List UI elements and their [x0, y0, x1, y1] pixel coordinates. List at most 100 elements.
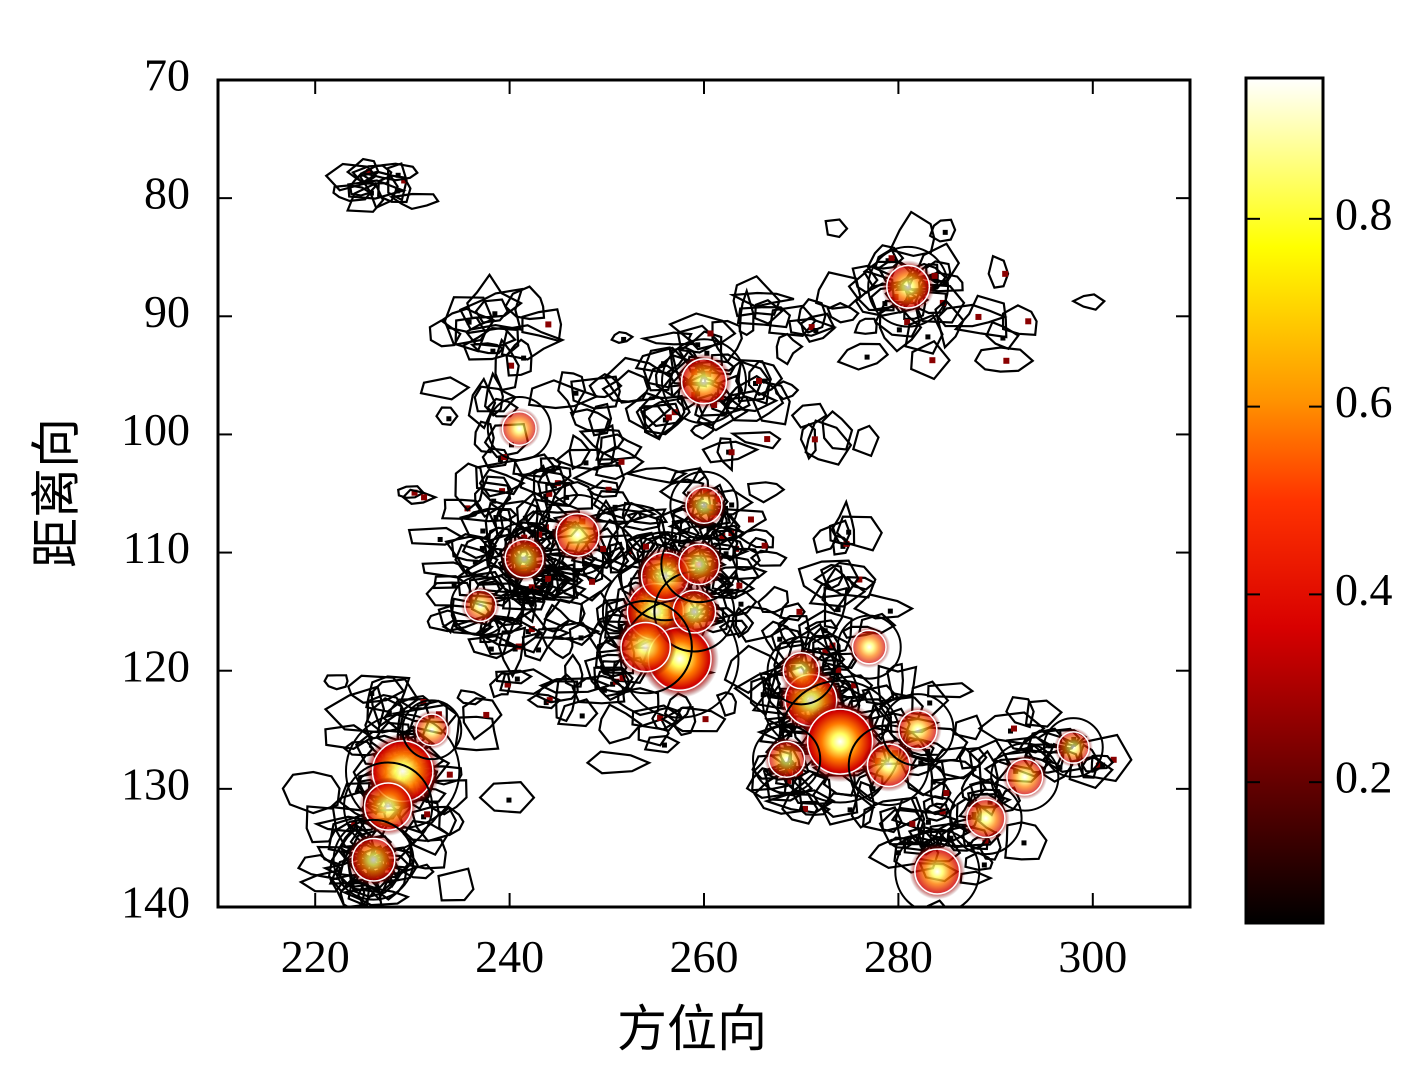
contour-speckle	[797, 559, 860, 599]
heat-peak	[460, 586, 501, 626]
contour-speckle	[351, 164, 393, 185]
peak-contour	[1042, 717, 1104, 778]
contour-speckle	[800, 312, 836, 343]
contour-speckle	[987, 254, 1010, 289]
contour-speckle	[521, 308, 563, 343]
contour-speckle	[323, 674, 349, 691]
contour-speckle	[723, 389, 779, 413]
heat-pixel	[939, 808, 946, 815]
contour-speckle	[835, 515, 883, 552]
heat-pixel	[573, 390, 579, 396]
contour-speckle	[852, 593, 915, 620]
contour-speckle	[517, 464, 572, 486]
heat-pixel	[401, 177, 408, 184]
peak-contour	[990, 742, 1060, 812]
contour-speckle	[347, 179, 407, 200]
peak-contour	[486, 396, 552, 462]
contour-speckle	[814, 271, 862, 310]
contour-speckle	[458, 287, 524, 331]
contour-speckle	[569, 408, 611, 434]
contour-speckle	[345, 182, 385, 213]
peak-contour-inner	[680, 358, 728, 405]
heat-pixel	[738, 601, 744, 607]
contour-speckle	[753, 298, 784, 325]
heat-pixel	[542, 578, 548, 584]
heat-pixel	[777, 636, 783, 642]
heat-pixel	[610, 681, 616, 687]
peak-contour	[766, 636, 836, 706]
contour-speckle	[746, 481, 786, 504]
contour-speckle	[552, 480, 594, 511]
heat-pixel	[479, 545, 485, 551]
peak-contour	[847, 724, 930, 807]
heat-peak	[894, 705, 942, 754]
x-tick-label: 220	[281, 931, 350, 982]
peak-contour	[661, 338, 747, 425]
heat-pixel	[704, 350, 710, 356]
heat-pixel	[601, 687, 607, 693]
contour-speckle	[475, 617, 544, 649]
peak-contour-inner	[1006, 758, 1044, 796]
heat-pixel	[728, 449, 735, 456]
heat-pixel	[931, 272, 938, 279]
heat-pixel	[536, 647, 542, 653]
peak-contour-inner	[678, 543, 721, 586]
contour-speckle	[625, 508, 669, 525]
heat-pixel	[497, 457, 503, 463]
heat-pixel	[594, 564, 600, 570]
contour-speckle	[1005, 695, 1035, 729]
colorbar	[1244, 76, 1325, 925]
contour-speckle	[729, 431, 782, 450]
heat-pixel	[847, 807, 853, 813]
peak-contour-inner	[351, 837, 396, 882]
heat-pixel	[796, 608, 803, 615]
colorbar-tick-label: 0.2	[1335, 752, 1393, 803]
heat-peak	[962, 794, 1010, 843]
contour-speckle	[756, 585, 790, 614]
contour-speckle	[779, 602, 806, 622]
peak-contour	[867, 245, 950, 328]
contour-speckle	[340, 886, 411, 907]
contour-speckle	[497, 626, 527, 679]
contour-speckle	[512, 453, 557, 478]
heat-pixel	[835, 667, 842, 674]
contour-speckle	[467, 376, 497, 430]
contour-speckle	[929, 779, 952, 810]
heat-pixel	[600, 545, 607, 552]
x-axis-title: 方位向	[617, 1000, 767, 1058]
heat-pixel	[925, 819, 931, 825]
heat-pixel	[480, 528, 486, 534]
contour-speckle	[401, 488, 439, 505]
heat-peak	[551, 508, 605, 562]
contour-speckle	[349, 172, 377, 197]
contour-speckle	[534, 679, 579, 704]
contour-speckle	[936, 303, 1008, 328]
contour-speckle	[1070, 293, 1107, 311]
contour-speckle	[968, 738, 1012, 786]
contour-speckle	[1001, 304, 1038, 336]
heat-pixel	[1057, 764, 1063, 770]
contour-speckle	[454, 316, 487, 353]
heat-pixel	[411, 489, 418, 496]
heat-peak	[1053, 727, 1093, 768]
heat-pixel	[446, 771, 453, 778]
heat-pixel	[948, 835, 954, 841]
contour-speckle	[365, 675, 411, 713]
contour-speckle	[904, 313, 944, 355]
contour-speckle	[382, 918, 405, 952]
contour-speckle	[667, 312, 737, 351]
heat-pixel	[1021, 840, 1027, 846]
peak-contour-inner	[501, 410, 537, 447]
heat-peak	[778, 648, 824, 694]
contour-speckle	[504, 285, 546, 321]
peak-contour-inner	[464, 589, 497, 623]
contour-speckle	[749, 549, 788, 567]
heat-pixel	[927, 700, 933, 706]
heat-peak	[346, 833, 401, 887]
heat-pixel	[1003, 357, 1010, 364]
heat-pixel	[761, 542, 768, 549]
heatmap-layer	[281, 157, 1133, 952]
contour-speckle	[501, 591, 546, 611]
heat-pixel	[546, 697, 553, 704]
contour-speckle	[466, 272, 524, 320]
